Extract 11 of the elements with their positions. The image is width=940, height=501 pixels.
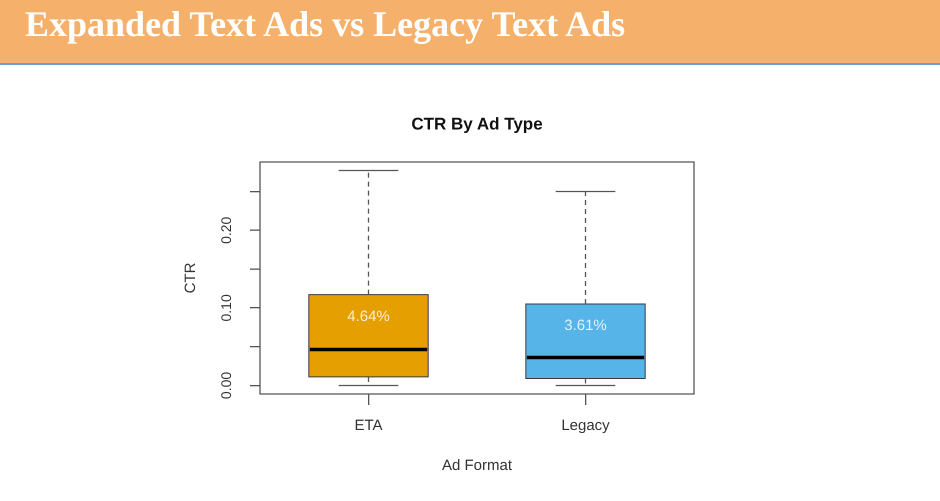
- y-tick-label: 0.10: [218, 294, 234, 322]
- y-tick-label: 0.00: [218, 372, 234, 400]
- x-tick-label: ETA: [354, 417, 383, 434]
- y-tick-label: 0.20: [218, 216, 234, 244]
- chart-subtitle: CTR By Ad Type: [411, 114, 543, 134]
- x-axis-title: Ad Format: [442, 457, 513, 474]
- annotation: 3.61%: [564, 317, 607, 334]
- chart-title: Expanded Text Ads vs Legacy Text Ads: [25, 3, 626, 45]
- annotation: 4.64%: [347, 308, 390, 325]
- y-axis-title: CTR: [182, 262, 200, 294]
- x-tick-label: Legacy: [561, 417, 610, 434]
